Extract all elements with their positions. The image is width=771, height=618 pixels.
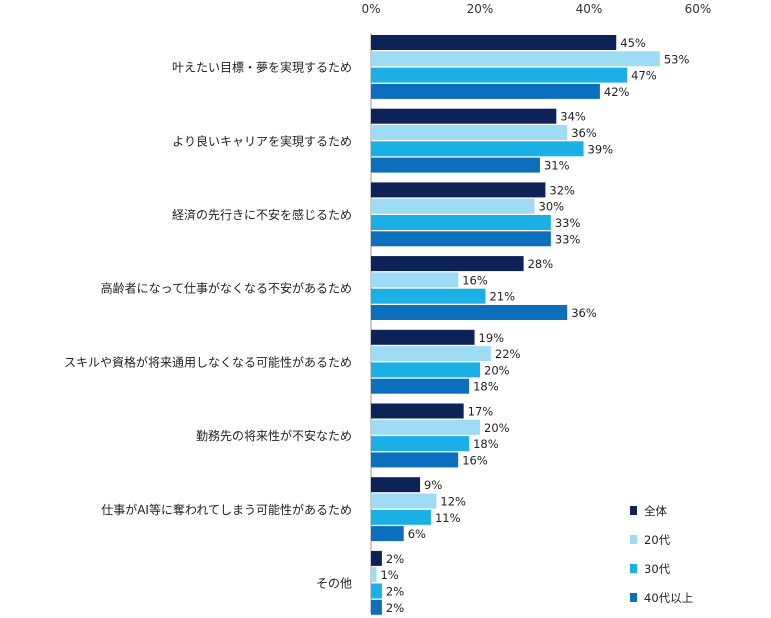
bar — [371, 305, 568, 320]
bar — [371, 419, 480, 435]
legend-swatch — [630, 535, 637, 544]
category-label: 仕事がAI等に奪われてしまう可能性があるため — [101, 502, 352, 517]
data-label: 53% — [664, 52, 690, 66]
data-label: 34% — [560, 110, 586, 124]
data-label: 2% — [386, 585, 404, 599]
legend-swatch — [630, 506, 637, 515]
data-label: 18% — [473, 380, 499, 394]
legend-label: 30代 — [644, 562, 671, 576]
x-tick-label: 0% — [361, 2, 380, 16]
data-label: 20% — [484, 363, 510, 377]
data-label: 19% — [479, 331, 505, 345]
x-tick-label: 60% — [685, 2, 712, 16]
bar — [371, 157, 540, 173]
category-label: 叶えたい目標・夢を実現するため — [172, 60, 352, 75]
bar — [371, 526, 404, 542]
category-label: 勤務先の将来性が不安なため — [196, 428, 352, 443]
data-label: 6% — [408, 527, 426, 541]
data-label: 16% — [462, 453, 488, 467]
data-label: 2% — [386, 552, 404, 566]
bar — [371, 108, 557, 124]
data-label: 30% — [539, 200, 565, 214]
bar — [371, 346, 491, 362]
bar — [371, 509, 431, 525]
category-label: より良いキャリアを実現するため — [172, 133, 352, 148]
bar — [371, 288, 486, 304]
data-label: 47% — [631, 69, 657, 83]
category-label: その他 — [316, 577, 352, 591]
x-tick-label: 20% — [467, 2, 494, 16]
bar — [371, 125, 568, 140]
data-label: 36% — [571, 126, 597, 140]
data-label: 28% — [528, 257, 554, 271]
data-label: 11% — [435, 511, 461, 525]
data-label: 2% — [386, 601, 404, 615]
data-label: 22% — [495, 347, 521, 361]
category-label: 経済の先行きに不安を感じるため — [172, 207, 352, 222]
bar — [371, 362, 480, 378]
data-label: 36% — [571, 306, 597, 320]
bar — [371, 567, 377, 583]
data-label: 42% — [604, 85, 630, 99]
bar — [371, 35, 617, 50]
bar — [371, 329, 475, 345]
data-label: 9% — [424, 478, 442, 492]
x-tick-label: 40% — [576, 2, 603, 16]
bar — [371, 51, 660, 67]
bar — [371, 583, 382, 599]
bar — [371, 403, 464, 419]
bar — [371, 452, 459, 468]
category-label: スキルや資格が将来通用しなくなる可能性があるため — [64, 354, 352, 369]
bar — [371, 67, 628, 83]
data-label: 32% — [549, 183, 575, 197]
bar — [371, 436, 470, 452]
data-label: 21% — [489, 290, 515, 304]
data-label: 1% — [380, 568, 398, 582]
bar — [371, 231, 551, 247]
bar — [371, 198, 535, 214]
data-label: 39% — [588, 142, 614, 156]
data-label: 16% — [462, 273, 488, 287]
bar — [371, 215, 551, 230]
data-label: 45% — [620, 36, 646, 50]
bar — [371, 182, 546, 198]
bar — [371, 378, 470, 394]
data-label: 33% — [555, 232, 581, 246]
data-label: 33% — [555, 216, 581, 230]
bar — [371, 83, 600, 99]
category-label: 高齢者になって仕事がなくなる不安があるため — [101, 281, 352, 296]
data-label: 31% — [544, 159, 570, 173]
bar — [371, 141, 584, 157]
legend-swatch — [630, 593, 637, 602]
bar — [371, 599, 382, 615]
legend-swatch — [630, 564, 637, 573]
bar — [371, 493, 437, 509]
bar — [371, 477, 421, 493]
bar — [371, 272, 459, 288]
data-label: 20% — [484, 421, 510, 435]
legend-label: 20代 — [644, 533, 671, 547]
bar — [371, 256, 524, 272]
data-label: 18% — [473, 437, 499, 451]
data-label: 17% — [468, 405, 494, 419]
data-label: 12% — [440, 495, 466, 509]
bar — [371, 550, 382, 566]
legend-label: 全体 — [644, 504, 667, 518]
legend-label: 40代以上 — [644, 591, 693, 605]
